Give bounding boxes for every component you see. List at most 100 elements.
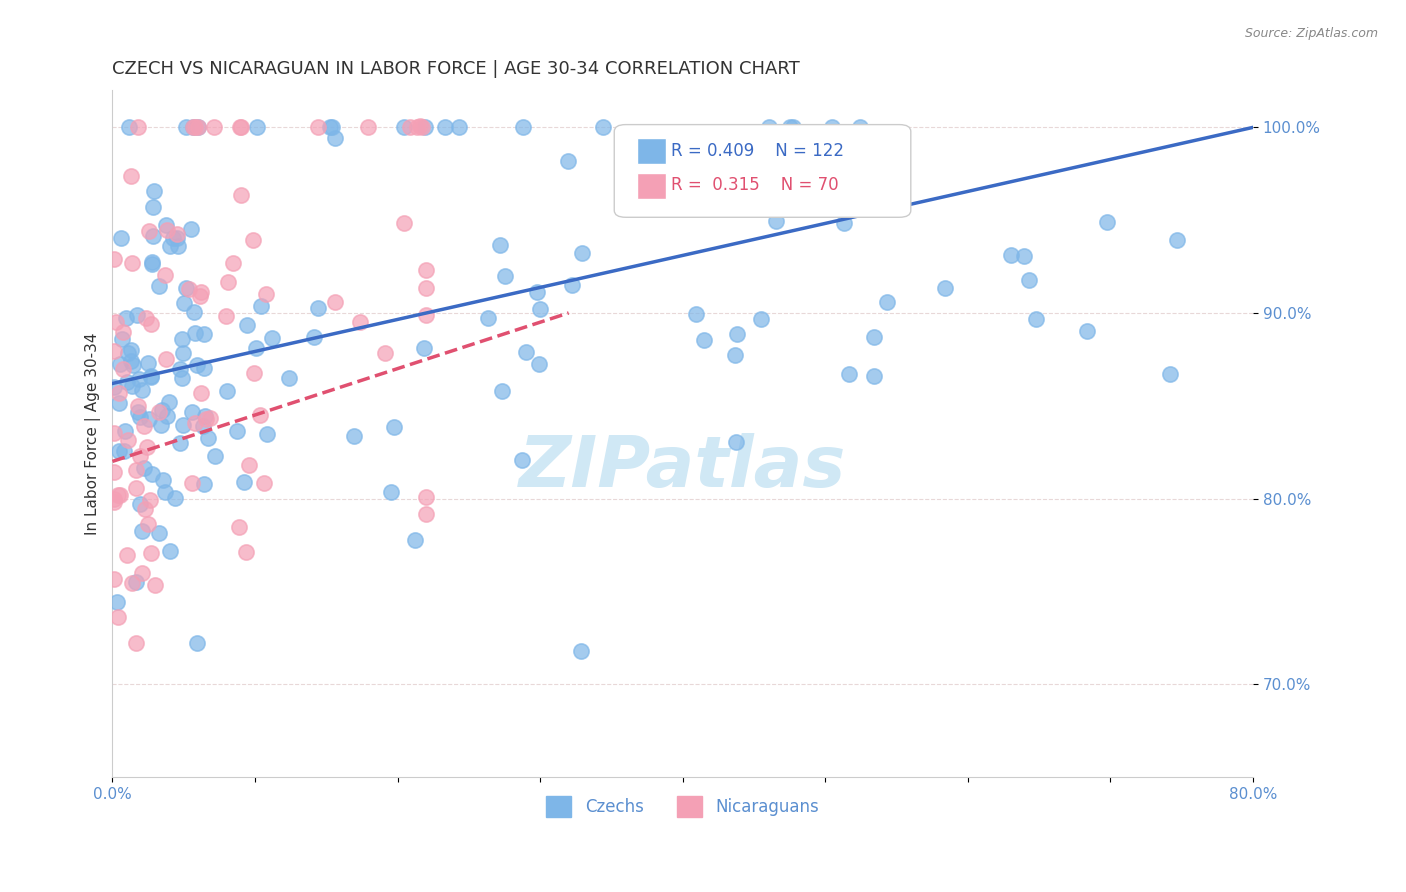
- Czechs: [592, 120, 614, 135]
- Nicaraguans: [112, 362, 135, 376]
- Nicaraguans: [103, 252, 125, 267]
- Czechs: [187, 120, 209, 135]
- Czechs: [193, 476, 215, 491]
- Czechs: [181, 120, 204, 135]
- Czechs: [174, 120, 197, 135]
- Czechs: [838, 367, 860, 381]
- Czechs: [134, 461, 156, 475]
- Nicaraguans: [242, 233, 264, 247]
- Czechs: [849, 120, 872, 135]
- Nicaraguans: [103, 572, 125, 586]
- Czechs: [172, 332, 194, 346]
- Czechs: [108, 444, 131, 458]
- Czechs: [191, 418, 214, 433]
- Czechs: [725, 327, 748, 342]
- Nicaraguans: [129, 450, 152, 464]
- Nicaraguans: [222, 256, 245, 270]
- Nicaraguans: [409, 119, 432, 133]
- Czechs: [139, 370, 162, 384]
- Czechs: [166, 231, 188, 245]
- Czechs: [413, 120, 436, 135]
- Czechs: [1012, 249, 1035, 263]
- Nicaraguans: [103, 465, 125, 479]
- Legend: Czechs, Nicaraguans: Czechs, Nicaraguans: [540, 789, 825, 823]
- Nicaraguans: [415, 262, 437, 277]
- Czechs: [693, 333, 716, 347]
- Czechs: [489, 237, 512, 252]
- Czechs: [142, 184, 165, 198]
- Czechs: [557, 154, 579, 169]
- Czechs: [141, 467, 163, 481]
- Czechs: [934, 281, 956, 295]
- Czechs: [105, 595, 128, 609]
- Nicaraguans: [235, 544, 257, 558]
- Nicaraguans: [120, 169, 142, 184]
- Czechs: [510, 452, 533, 467]
- Nicaraguans: [125, 463, 148, 477]
- Czechs: [121, 379, 143, 393]
- Nicaraguans: [141, 546, 163, 560]
- Nicaraguans: [112, 325, 135, 339]
- Nicaraguans: [155, 351, 177, 366]
- Nicaraguans: [349, 315, 371, 329]
- Nicaraguans: [215, 309, 238, 323]
- Czechs: [186, 636, 208, 650]
- Czechs: [194, 409, 217, 423]
- Nicaraguans: [198, 410, 221, 425]
- Czechs: [236, 318, 259, 332]
- Czechs: [245, 341, 267, 355]
- Nicaraguans: [399, 120, 422, 135]
- Text: Source: ZipAtlas.com: Source: ZipAtlas.com: [1244, 27, 1378, 40]
- Czechs: [260, 331, 283, 345]
- Czechs: [186, 358, 208, 372]
- Nicaraguans: [166, 227, 188, 241]
- Nicaraguans: [415, 281, 437, 295]
- Nicaraguans: [121, 575, 143, 590]
- Czechs: [491, 384, 513, 398]
- Nicaraguans: [415, 308, 437, 322]
- Czechs: [148, 279, 170, 293]
- Czechs: [515, 345, 537, 359]
- Czechs: [765, 213, 787, 227]
- Czechs: [724, 435, 747, 450]
- Czechs: [129, 497, 152, 511]
- Nicaraguans: [188, 288, 211, 302]
- Czechs: [724, 348, 747, 362]
- Nicaraguans: [194, 412, 217, 426]
- Czechs: [821, 120, 844, 135]
- Nicaraguans: [108, 386, 131, 401]
- Czechs: [569, 644, 592, 658]
- Nicaraguans: [103, 495, 125, 509]
- Text: CZECH VS NICARAGUAN IN LABOR FORCE | AGE 30-34 CORRELATION CHART: CZECH VS NICARAGUAN IN LABOR FORCE | AGE…: [112, 60, 800, 78]
- Czechs: [141, 254, 163, 268]
- Czechs: [278, 371, 301, 385]
- Czechs: [127, 309, 149, 323]
- Czechs: [172, 345, 194, 359]
- Czechs: [152, 473, 174, 487]
- Czechs: [1095, 215, 1118, 229]
- Czechs: [571, 245, 593, 260]
- Czechs: [318, 120, 340, 135]
- Czechs: [125, 575, 148, 590]
- Czechs: [122, 358, 145, 372]
- Nicaraguans: [357, 120, 380, 135]
- Czechs: [157, 395, 180, 409]
- Nicaraguans: [103, 492, 125, 507]
- Nicaraguans: [117, 549, 139, 563]
- Czechs: [246, 120, 269, 135]
- Czechs: [1166, 233, 1188, 247]
- Czechs: [120, 354, 142, 368]
- Czechs: [233, 475, 256, 490]
- Czechs: [193, 361, 215, 376]
- Nicaraguans: [307, 120, 329, 135]
- Czechs: [159, 543, 181, 558]
- Czechs: [404, 533, 426, 547]
- Czechs: [863, 330, 886, 344]
- Czechs: [159, 238, 181, 252]
- Czechs: [477, 310, 499, 325]
- Nicaraguans: [415, 507, 437, 521]
- Czechs: [155, 218, 177, 232]
- Czechs: [876, 295, 898, 310]
- Czechs: [1000, 248, 1022, 262]
- Nicaraguans: [406, 120, 429, 135]
